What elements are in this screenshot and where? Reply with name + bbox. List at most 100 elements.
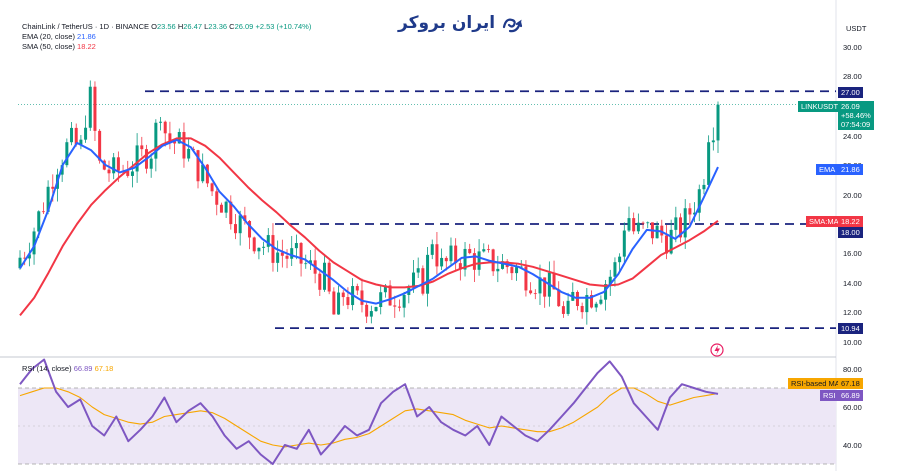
candle-body (46, 186, 50, 212)
candle-body (168, 133, 172, 142)
candle-body (477, 251, 481, 270)
candle-body (613, 262, 617, 277)
price-tick: 12.00 (843, 308, 862, 317)
candle-body (608, 276, 612, 285)
chart-swirl-logo-icon (502, 18, 523, 33)
sma-legend-row[interactable]: SMA (50, close) 18.22 (22, 42, 311, 52)
candle-body (669, 229, 673, 254)
candle-body (683, 208, 687, 238)
last-price: 26.09 (841, 102, 860, 111)
price-tick: 24.00 (843, 132, 862, 141)
candle-body (201, 164, 205, 182)
candle-body (510, 267, 514, 274)
candle-body (393, 305, 397, 307)
sma-axis-value: 18.22 (838, 216, 863, 227)
rsi-ma-axis-value: 67.18 (838, 378, 863, 389)
candle-body (660, 225, 664, 236)
rsi-tick: 60.00 (843, 403, 862, 412)
candle-body (215, 191, 219, 205)
price-panel[interactable] (0, 0, 836, 356)
candle-body (664, 235, 668, 254)
watermark-text: ایران بروکر (398, 13, 496, 33)
candle-body (285, 255, 289, 259)
candle-body (266, 235, 270, 247)
candle-body (486, 249, 490, 251)
candle-body (561, 306, 565, 314)
rsi-tick: 80.00 (843, 365, 862, 374)
candle-body (149, 158, 153, 169)
level-18-tag: 18.00 (838, 227, 863, 238)
candle-body (341, 292, 345, 298)
candle-body (590, 295, 594, 308)
rsi-line (19, 358, 719, 465)
ema-legend-value: 21.86 (77, 32, 96, 41)
symbol-row[interactable]: ChainLink / TetherUS · 1D · BINANCE O23.… (22, 22, 311, 32)
candle-body (98, 130, 102, 161)
ema-legend-row[interactable]: EMA (20, close) 21.86 (22, 32, 311, 42)
candle-body (355, 286, 359, 291)
candle-body (557, 289, 561, 307)
candle-body (233, 224, 237, 234)
candle-body (205, 164, 209, 184)
candle-body (435, 244, 439, 267)
open-value: 23.56 (156, 22, 176, 31)
candle-body (196, 150, 200, 182)
candle-body (636, 222, 640, 232)
candle-body (599, 299, 603, 304)
candle-body (538, 277, 542, 294)
candle-body (716, 104, 720, 141)
candle-body (397, 306, 401, 308)
candle-body (271, 235, 275, 263)
candle-body (585, 295, 589, 313)
candle-body (444, 257, 448, 262)
candle-body (416, 268, 420, 273)
candle-body (454, 245, 458, 264)
candle-body (210, 183, 214, 192)
candle-body (491, 249, 495, 272)
price-tick: 14.00 (843, 279, 862, 288)
candle-body (229, 201, 233, 225)
price-tick: 28.00 (843, 72, 862, 81)
candle-body (187, 148, 191, 159)
candle-body (369, 311, 373, 317)
candle-body (529, 290, 533, 294)
candle-body (248, 221, 252, 238)
rsi-legend-label: RSI (14, close) (22, 364, 72, 373)
high-value: 26.47 (183, 22, 203, 31)
candle-body (79, 139, 83, 145)
candle-body (688, 208, 692, 215)
rsi-ma-legend-value: 67.18 (94, 364, 114, 373)
candle-body (276, 252, 280, 263)
candle-body (482, 249, 486, 252)
candle-body (84, 127, 88, 140)
candle-body (379, 292, 383, 308)
rsi-legend[interactable]: RSI (14, close) 66.89 67.18 (22, 364, 113, 373)
low-value: 23.36 (208, 22, 228, 31)
candle-body (707, 142, 711, 185)
close-value: 26.09 (234, 22, 254, 31)
price-tick: 10.00 (843, 338, 862, 347)
rsi-band-lines (18, 387, 836, 465)
candle-body (18, 257, 22, 269)
candle-body (524, 266, 528, 291)
candle-body (135, 145, 139, 172)
price-axis-currency: USDT (846, 24, 867, 33)
candle-body (383, 285, 387, 293)
candle-body (463, 248, 467, 270)
candle-body (280, 252, 284, 256)
candle-body (112, 157, 116, 174)
candle-body (646, 222, 650, 224)
candle-body (308, 260, 312, 264)
high-label: H (177, 22, 184, 31)
rsi-axis-name: RSI (820, 390, 839, 401)
lightning-alert-icon[interactable] (710, 343, 724, 357)
candle-body (219, 204, 223, 213)
candle-body (501, 261, 505, 269)
open-label: O (151, 22, 157, 31)
candle-body (697, 189, 701, 213)
candle-body (93, 86, 97, 131)
candle-body (346, 297, 350, 306)
candle-body (533, 293, 537, 295)
candle-body (37, 211, 41, 232)
